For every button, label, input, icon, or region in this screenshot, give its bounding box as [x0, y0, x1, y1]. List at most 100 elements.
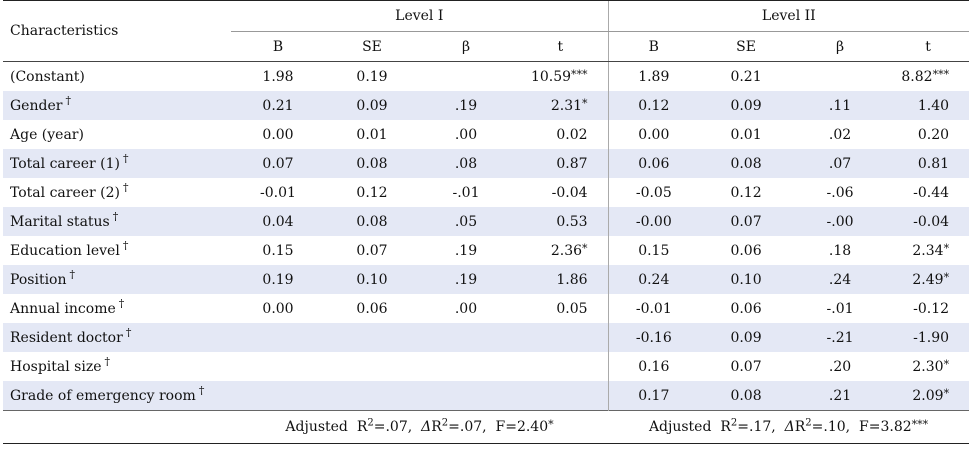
data-cell: -.21: [793, 323, 888, 352]
cell-value: .05: [454, 213, 478, 230]
significance-marker: *: [943, 241, 950, 255]
cell-value: -0.44: [913, 184, 950, 201]
data-cell: .08: [419, 149, 513, 178]
data-cell: [419, 381, 513, 411]
data-cell: 0.08: [699, 381, 794, 411]
data-cell: 2.34*: [887, 236, 969, 265]
cell-value: .00: [454, 126, 478, 143]
data-cell: 0.07: [325, 236, 419, 265]
data-cell: 0.06: [699, 294, 793, 323]
cell-value: 0.08: [730, 155, 762, 172]
delta-r-label: R: [794, 419, 806, 435]
data-cell: 0.08: [699, 149, 794, 178]
data-cell: [231, 352, 325, 381]
row-label-text: Resident doctor: [10, 329, 123, 346]
data-cell: 1.40: [887, 91, 970, 120]
cell-value: 0.20: [917, 126, 950, 143]
cell-value: -.00: [826, 213, 854, 230]
delta-symbol: Δ: [421, 419, 432, 435]
cell-value: 0.15: [638, 242, 670, 259]
col-beta-l2: β: [793, 31, 888, 62]
cell-value: 0.21: [262, 97, 294, 114]
row-label: (Constant): [3, 62, 231, 92]
table-row: Grade of emergency room † 0.17 0.08 .21 2.09*: [3, 381, 970, 411]
data-cell: 0.05: [513, 294, 608, 323]
adjusted-label: Adjusted: [285, 419, 348, 435]
data-cell: 0.87: [513, 149, 609, 178]
data-cell: 0.01: [325, 120, 419, 149]
cell-value: -0.04: [913, 213, 950, 230]
data-cell: 0.21: [231, 91, 325, 120]
data-cell: 1.98: [231, 62, 325, 92]
cell-value: 1.40: [917, 97, 950, 114]
cell-value: 0.06: [638, 155, 670, 172]
data-cell: [513, 323, 609, 352]
cell-value: 0.10: [356, 271, 388, 288]
significance-marker: *: [582, 96, 588, 110]
cell-value: -0.01: [260, 184, 296, 201]
cell-value: .19: [454, 271, 478, 288]
cell-value: 0.07: [730, 213, 762, 230]
data-cell: .00: [419, 120, 513, 149]
delta-r-label: R: [431, 419, 442, 435]
row-label-text: Annual income: [10, 300, 116, 317]
model-fit-level2: Adjusted R2=.17, ΔR2=.10, F=3.82***: [608, 410, 970, 444]
cell-value: 0.07: [730, 358, 762, 375]
table-header: Characteristics Level I Level II B SE β …: [3, 0, 970, 62]
significance-marker: *: [943, 386, 950, 400]
data-cell: 2.30*: [887, 352, 969, 381]
data-cell: -.01: [793, 294, 887, 323]
data-cell: 0.07: [231, 149, 325, 178]
data-cell: .07: [793, 149, 888, 178]
adjusted-label: Adjusted: [648, 419, 712, 435]
row-label: Annual income †: [3, 294, 231, 323]
cell-value: 0.24: [638, 271, 670, 288]
cell-value: 1.98: [262, 68, 294, 85]
dagger-marker: †: [198, 383, 205, 397]
cell-value: 0.05: [556, 300, 588, 317]
data-cell: -0.16: [607, 323, 700, 352]
data-cell: [419, 62, 513, 92]
cell-value: 2.31: [550, 97, 583, 114]
data-cell: 0.04: [231, 207, 325, 236]
col-t-l1: t: [513, 31, 609, 62]
data-cell: [325, 381, 419, 411]
cell-value: -0.00: [635, 213, 672, 230]
cell-value: 0.09: [730, 329, 762, 346]
table-row: Gender † 0.21 0.09 .19 2.31* 0.12 0.09 .11 1.40: [3, 91, 970, 120]
cell-value: 0.15: [262, 242, 294, 259]
data-cell: .19: [419, 236, 513, 265]
cell-value: 0.53: [556, 213, 588, 230]
cell-value: 10.59: [530, 68, 572, 85]
data-cell: 0.06: [325, 294, 419, 323]
row-label-text: Hospital size: [10, 358, 102, 375]
cell-value: 0.00: [262, 300, 294, 317]
data-cell: .20: [793, 352, 887, 381]
data-cell: 2.49*: [887, 265, 970, 294]
cell-value: 0.09: [730, 97, 762, 114]
cell-value: 0.06: [730, 242, 762, 259]
cell-value: 0.12: [356, 184, 388, 201]
cell-value: 0.21: [730, 68, 762, 85]
data-cell: 0.00: [607, 120, 700, 149]
significance-marker: *: [943, 357, 950, 371]
cell-value: 0.01: [356, 126, 388, 143]
data-cell: -0.12: [887, 294, 969, 323]
data-cell: .24: [793, 265, 888, 294]
row-label: Total career (2) †: [3, 178, 231, 207]
cell-value: .19: [454, 97, 478, 114]
data-cell: -.00: [793, 207, 888, 236]
data-cell: .02: [793, 120, 887, 149]
data-cell: -0.01: [231, 178, 325, 207]
f-value: F=3.82: [859, 419, 912, 435]
r2-label: R: [720, 419, 731, 435]
table-row: Hospital size † 0.16 0.07 .20 2.30*: [3, 352, 969, 381]
data-cell: 0.19: [325, 62, 419, 92]
cell-value: .11: [828, 97, 852, 114]
data-cell: -1.90: [887, 323, 970, 352]
cell-value: 8.82: [901, 68, 933, 85]
dagger-marker: †: [104, 354, 111, 368]
cell-value: -.01: [826, 300, 854, 317]
data-cell: 0.06: [699, 236, 793, 265]
col-se-l1: SE: [325, 31, 419, 62]
